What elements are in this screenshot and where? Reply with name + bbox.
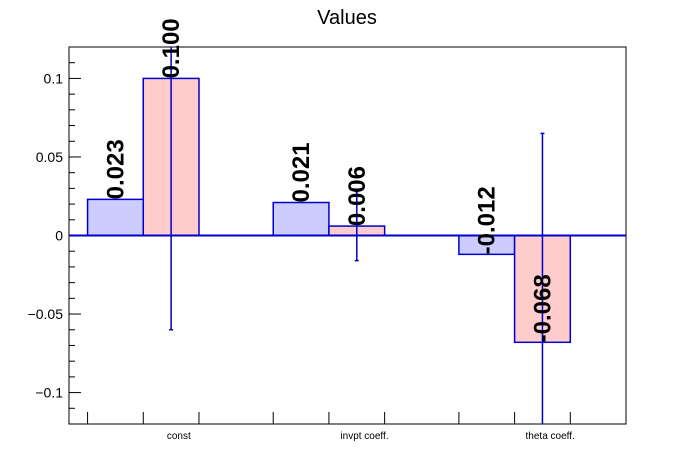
y-tick-label: 0.1: [44, 70, 64, 86]
bar-series-1-0: [86, 198, 145, 237]
value-label: -0.068: [529, 274, 556, 342]
value-label: 0.100: [158, 18, 185, 78]
x-tick-label: theta coeff.: [526, 431, 575, 442]
x-axis: const invpt coeff. theta coeff.: [87, 412, 575, 442]
error-bars-group: [169, 47, 545, 424]
value-label: -0.012: [474, 186, 501, 254]
bar-series-1-1: [272, 201, 330, 237]
x-tick-label: const: [167, 431, 191, 442]
y-tick-label: −0.05: [28, 306, 64, 322]
y-tick-label: 0: [55, 228, 63, 244]
chart-title: Values: [317, 7, 377, 29]
y-axis: −0.1 −0.05 0 0.05 0.1: [28, 46, 81, 425]
value-label: 0.006: [344, 166, 371, 226]
value-label: 0.023: [102, 139, 129, 199]
y-tick-label: −0.1: [35, 385, 63, 401]
value-label: 0.021: [288, 142, 315, 202]
y-tick-label: 0.05: [36, 149, 63, 165]
value-labels-group: 0.023 0.021 -0.012 0.100 0.006 -0.068: [102, 18, 556, 342]
x-tick-label: invpt coeff.: [340, 431, 388, 442]
